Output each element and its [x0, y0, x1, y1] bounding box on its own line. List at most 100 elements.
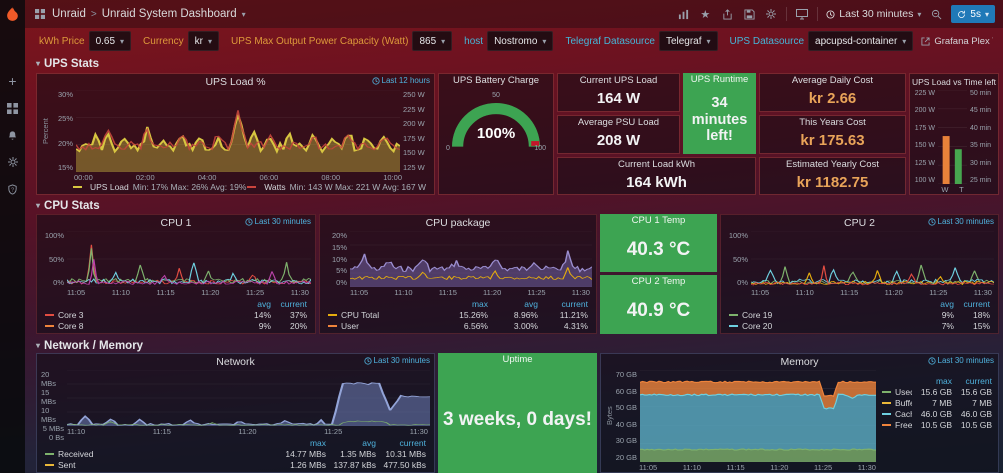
stat-value: kr 1182.75: [796, 173, 869, 191]
variable-value-dropdown[interactable]: 0.65 ▾: [88, 31, 132, 51]
legend-item[interactable]: CPU Total 15.26% 8.96% 11.21%: [328, 309, 588, 320]
panel-title[interactable]: UPS Load vs Time left: [911, 76, 997, 87]
tv-mode-icon[interactable]: [795, 7, 809, 21]
legend: max avg current CPU Total 15.26% 8.96% 11.21%…: [320, 297, 596, 333]
dashboard-link-plex-theme[interactable]: Grafana Plex Theme: [921, 36, 993, 47]
x-tick-label: 11:10: [67, 427, 86, 436]
cpu1-chart[interactable]: [67, 231, 311, 287]
dashboards-icon[interactable]: [6, 101, 20, 115]
panel-title[interactable]: CPU package: [425, 216, 491, 229]
panel-title[interactable]: UPS Runtime: [690, 74, 749, 85]
panel-title[interactable]: UPS Battery Charge: [452, 75, 540, 86]
panel-title[interactable]: Current Load kWh: [617, 159, 696, 170]
panel-time-override[interactable]: Last 12 hours: [371, 76, 430, 85]
stat-value: 164 kWh: [626, 173, 687, 191]
panel-time-override[interactable]: Last 30 minutes: [927, 217, 994, 226]
variable-label: UPS Datasource: [729, 35, 805, 47]
cpu-package-chart[interactable]: [350, 231, 592, 287]
panel-current-load-kwh: Current Load kWh 164 kWh: [557, 157, 756, 195]
series-color-marker: [45, 463, 54, 466]
panel-title[interactable]: Memory: [780, 355, 819, 368]
panel-title[interactable]: Network: [216, 355, 255, 368]
legend-item[interactable]: Core 8 9% 20%: [45, 320, 307, 331]
star-icon[interactable]: ★: [700, 8, 711, 21]
panel-time-override[interactable]: Last 30 minutes: [244, 217, 311, 226]
breadcrumb-section[interactable]: Unraid: [52, 8, 86, 20]
legend-item[interactable]: User 6.56% 3.00% 4.31%: [328, 320, 588, 331]
legend-item[interactable]: Buffered7 MB7 MB: [882, 397, 992, 408]
panel-time-override[interactable]: Last 30 minutes: [927, 356, 994, 365]
share-icon[interactable]: [720, 7, 734, 21]
row-network-memory[interactable]: ▾ Network / Memory: [36, 339, 144, 352]
legend-item[interactable]: Core 20 7% 15%: [729, 320, 990, 331]
breadcrumb-title[interactable]: Unraid System Dashboard: [101, 8, 237, 20]
x-tick-label: 11:05: [639, 463, 658, 472]
row-ups-stats[interactable]: ▾ UPS Stats: [36, 57, 99, 70]
clock-icon: [927, 356, 936, 365]
network-chart[interactable]: [67, 370, 430, 426]
x-tick-label: 11:30: [571, 288, 590, 297]
clock-icon: [371, 76, 380, 85]
y-tick-label: 35 min: [970, 142, 992, 150]
stat-value: 34 minutes left!: [691, 94, 748, 145]
gauge-max-label: 100: [534, 145, 546, 152]
variable-value-dropdown[interactable]: apcupsd-container ▾: [808, 31, 914, 51]
panel-title[interactable]: Uptime: [502, 354, 533, 365]
zoom-out-icon[interactable]: [929, 7, 943, 21]
legend-item[interactable]: Free 10.5 GB 10.5 GB: [882, 419, 992, 430]
y-tick-label: 0 Bs: [48, 433, 64, 442]
panel-title[interactable]: This Years Cost: [799, 117, 866, 128]
time-picker[interactable]: Last 30 minutes ▾: [826, 8, 921, 20]
x-tick-label: 11:30: [857, 463, 876, 472]
legend-item[interactable]: Sent 1.26 MBs 137.87 kBs 477.50 kBs: [45, 459, 426, 470]
panel-title[interactable]: Average Daily Cost: [791, 75, 874, 86]
variable-value-dropdown[interactable]: Nostromo ▾: [487, 31, 554, 51]
variable-value-dropdown[interactable]: 865 ▾: [412, 31, 453, 51]
legend-item[interactable]: Core 3 14% 37%: [45, 309, 307, 320]
panel-cpu1-temp: CPU 1 Temp 40.3 °C: [600, 214, 717, 272]
panel-title[interactable]: Average PSU Load: [577, 117, 660, 128]
memory-chart[interactable]: [640, 370, 876, 462]
legend-item[interactable]: Core 19 9% 18%: [729, 309, 990, 320]
legend-item[interactable]: Received 14.77 MBs 1.35 MBs 10.31 MBs: [45, 448, 426, 459]
legend-item[interactable]: Watts Min: 143 W Max: 221 W Avg: 167 W: [247, 182, 426, 192]
panel-uptime: Uptime 3 weeks, 0 days!: [438, 353, 597, 473]
variable-label: UPS Max Output Power Capacity (Watt): [230, 35, 409, 47]
variable-value-dropdown[interactable]: kr ▾: [187, 31, 219, 51]
y-tick-label: 15%: [57, 162, 73, 172]
dashboard-settings-icon[interactable]: [764, 7, 778, 21]
add-panel-icon[interactable]: [676, 7, 690, 21]
panel-title[interactable]: CPU 2 Temp: [631, 276, 686, 287]
panel-ups-runtime: UPS Runtime 34 minutes left!: [683, 73, 756, 154]
grafana-logo[interactable]: [0, 0, 25, 28]
panel-title[interactable]: CPU 1 Temp: [631, 215, 686, 226]
add-icon[interactable]: +: [8, 73, 17, 89]
variable-value-dropdown[interactable]: Telegraf ▾: [658, 31, 718, 51]
gear-icon[interactable]: [6, 155, 20, 169]
bell-icon[interactable]: [6, 128, 20, 142]
help-shield-icon[interactable]: ?: [6, 182, 20, 196]
refresh-picker[interactable]: 5s ▾: [951, 5, 995, 23]
panel-title[interactable]: CPU 2: [844, 216, 875, 229]
ups-load-chart[interactable]: [76, 90, 400, 172]
panel-time-override[interactable]: Last 30 minutes: [363, 356, 430, 365]
save-icon[interactable]: [742, 7, 756, 21]
cpu2-chart[interactable]: [751, 231, 994, 287]
panel-title[interactable]: Current UPS Load: [579, 75, 658, 86]
chevron-down-icon: ▾: [984, 9, 989, 19]
legend-item[interactable]: UPS Load Min: 17% Max: 26% Avg: 19%: [73, 182, 246, 192]
panel-title[interactable]: UPS Load %: [205, 75, 266, 88]
ups-bar-chart[interactable]: [938, 90, 967, 184]
gauge-threshold-marker: [531, 141, 540, 146]
row-cpu-stats[interactable]: ▾ CPU Stats: [36, 199, 100, 212]
divider: [786, 7, 788, 21]
y-tick-label: 250 W: [403, 90, 425, 99]
panel-title[interactable]: Estimated Yearly Cost: [786, 159, 879, 170]
panel-title[interactable]: CPU 1: [160, 216, 192, 229]
y-tick-label: 60 GB: [615, 386, 637, 396]
y-tick-label: 50%: [732, 254, 748, 264]
y-tick-label: 10 MBs: [41, 406, 56, 424]
